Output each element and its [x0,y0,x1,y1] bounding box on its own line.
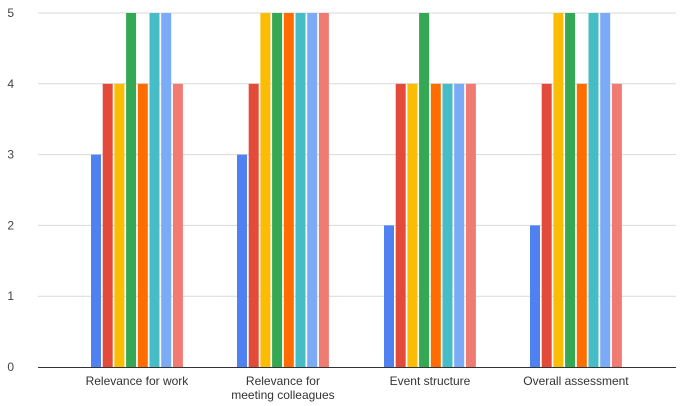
y-tick-label-3: 3 [7,148,14,162]
bar-cat4-series3 [553,13,564,367]
y-tick-label-2: 2 [7,218,14,232]
bar-cat2-series1 [237,154,247,367]
x-category-label-3: Event structure [390,374,471,388]
bar-cat4-series1 [530,225,540,367]
x-axis-labels: Relevance for work Relevance for meeting c… [86,374,630,402]
bar-cat3-series7 [454,83,465,368]
bar-cat3-series4 [419,13,430,367]
bar-cat1-series2 [102,83,113,368]
bar-cat4-series7 [600,13,611,367]
bar-cat4-series2 [541,83,552,368]
bars [91,13,622,368]
bar-cat3-series1 [384,225,394,367]
y-axis-ticks: 0 1 2 3 4 5 [7,6,14,374]
bar-cat4-series8 [611,83,622,368]
bar-cat4-series6 [588,13,599,367]
y-tick-label-0: 0 [7,360,14,374]
bar-cat2-series7 [307,13,318,367]
x-category-label-4: Overall assessment [523,374,629,388]
y-tick-label-5: 5 [7,6,14,20]
bar-cat3-series2 [395,83,406,368]
bar-cat1-series5 [137,83,148,368]
bar-cat2-series6 [295,13,306,367]
bar-cat3-series6 [442,83,453,368]
bar-cat2-series5 [283,13,294,367]
x-category-label-2: Relevance for meeting colleagues [231,374,334,402]
bar-cat1-series4 [126,13,137,367]
bar-cat1-series3 [114,83,125,368]
y-tick-label-4: 4 [7,77,14,91]
bar-cat1-series8 [172,83,183,368]
bar-cat2-series4 [272,13,283,367]
bar-cat1-series6 [149,13,160,367]
bar-cat3-series5 [430,83,441,368]
bar-cat4-series4 [565,13,576,367]
bar-cat3-series3 [407,83,418,368]
y-tick-label-1: 1 [7,289,14,303]
bar-cat4-series5 [576,83,587,368]
bar-cat1-series7 [161,13,172,367]
bar-cat2-series2 [248,83,259,368]
bar-cat2-series3 [260,13,271,367]
bar-cat2-series8 [318,13,329,367]
bar-cat1-series1 [91,154,101,367]
bar-cat3-series8 [465,83,476,368]
x-category-label-1: Relevance for work [86,374,190,388]
